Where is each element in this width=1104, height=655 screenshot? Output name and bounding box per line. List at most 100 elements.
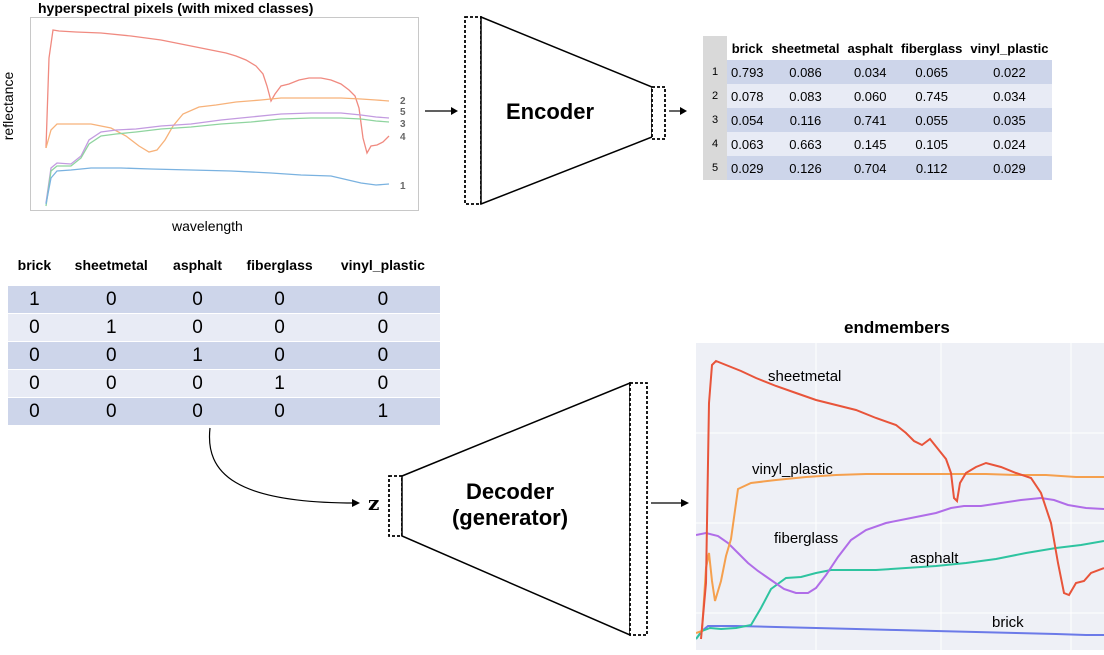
onehot-col-asphalt: asphalt [161,245,234,286]
onehot-table: brick sheetmetal asphalt fiberglass viny… [8,245,440,425]
table-cell: 0.126 [767,156,844,180]
table-cell: 0 [161,397,234,425]
enc-col-sheetmetal: sheetmetal [767,36,844,60]
table-cell: 0.060 [843,84,897,108]
table-cell: 0 [233,285,326,314]
arrow-to-encoder-head [451,107,458,115]
table-cell: 0.078 [727,84,768,108]
table-cell: 0 [8,369,61,398]
table-cell: 0.063 [727,132,768,156]
table-cell: 0 [161,369,234,398]
table-row: 5 0.029 0.126 0.704 0.112 0.029 [703,156,1053,180]
table-row: 3 0.054 0.116 0.741 0.055 0.035 [703,108,1053,132]
table-cell: 0.029 [966,156,1053,180]
arrow-from-encoder-head [680,107,687,115]
endmember-asphalt-line [695,540,1104,640]
table-cell: 0.745 [896,84,967,108]
table-cell: 0 [8,341,61,370]
encoder-diagram [425,15,687,206]
spectra-plot-title: hyperspectral pixels (with mixed classes… [38,0,314,16]
decoder-diagram [208,381,689,637]
endmember-label-asphalt: asphalt [910,550,959,567]
series-label-3: 3 [400,119,406,130]
decoder-input-layer [388,475,403,537]
arrow-to-decoder-head [352,499,360,507]
table-cell: 0 [8,397,61,425]
table-row: 1 0.793 0.086 0.034 0.065 0.022 [703,60,1053,84]
table-cell: 1 [60,313,162,342]
spectra-series-green [45,117,390,207]
decoder-label-line1: Decoder [465,479,555,504]
table-row: 0 0 1 0 0 [8,341,440,370]
enc-col-brick: brick [727,36,768,60]
table-row: 0 0 0 1 0 [8,369,440,398]
table-row: 0 0 0 0 1 [8,397,440,425]
endmember-brick-line [695,625,1104,640]
table-cell: 0 [325,369,440,398]
table-cell: 0.024 [966,132,1053,156]
table-cell: 0 [233,341,326,370]
table-cell: 0 [325,341,440,370]
endmember-label-brick: brick [992,614,1024,631]
encoder-input-layer [464,16,482,205]
endmember-fiberglass-line [695,496,1104,594]
enc-col-asphalt: asphalt [843,36,897,60]
table-cell: 0 [60,341,162,370]
table-cell: 0.741 [843,108,897,132]
table-cell: 0 [161,285,234,314]
table-cell: 0.034 [843,60,897,84]
table-cell: 0 [60,369,162,398]
table-cell: 0.704 [843,156,897,180]
spectra-ylabel: reflectance [0,71,17,141]
spectra-plot-frame: 2 5 3 4 1 [30,17,419,211]
table-cell: 0.663 [767,132,844,156]
spectra-plot-svg: 2 5 3 4 1 [45,29,406,207]
series-label-1: 1 [400,181,406,192]
table-row: 4 0.063 0.663 0.145 0.105 0.024 [703,132,1053,156]
row-index: 4 [703,132,727,156]
spectra-series-blue [45,167,390,205]
table-cell: 0.086 [767,60,844,84]
decoder-label-line2: (generator) [451,505,569,530]
onehot-col-sheetmetal: sheetmetal [60,245,162,286]
series-label-4: 4 [400,132,406,143]
series-label-5: 5 [400,107,406,118]
arrow-from-decoder-head [681,499,689,507]
endmembers-grid [696,343,1104,650]
table-cell: 0.054 [727,108,768,132]
table-cell: 1 [161,341,234,370]
table-cell: 0.065 [896,60,967,84]
endmember-sheetmetal-line [700,359,1104,640]
table-corner [703,36,727,60]
arrow-to-decoder [208,427,356,504]
table-cell: 1 [233,369,326,398]
enc-col-vinyl-plastic: vinyl_plastic [966,36,1053,60]
table-cell: 1 [8,285,61,314]
z-label: z [368,491,380,515]
endmember-label-sheetmetal: sheetmetal [768,368,841,385]
onehot-col-brick: brick [8,245,61,286]
table-cell: 0.035 [966,108,1053,132]
encoder-output-layer [651,86,666,140]
table-cell: 0.034 [966,84,1053,108]
table-cell: 0 [60,285,162,314]
table-cell: 0 [161,313,234,342]
table-cell: 0.145 [843,132,897,156]
spectra-series-purple [45,112,390,204]
table-cell: 1 [325,397,440,425]
table-row: 1 0 0 0 0 [8,285,440,314]
spectra-xlabel: wavelength [172,218,243,234]
row-index: 3 [703,108,727,132]
endmember-label-vinyl-plastic: vinyl_plastic [752,461,833,478]
encoder-output-table: brick sheetmetal asphalt fiberglass viny… [703,36,1053,180]
series-label-2: 2 [400,96,406,107]
spectra-series-orange [45,97,390,153]
spectra-series-red [45,29,390,155]
table-cell: 0.793 [727,60,768,84]
table-cell: 0.105 [896,132,967,156]
table-cell: 0 [8,313,61,342]
table-cell: 0.083 [767,84,844,108]
table-cell: 0.116 [767,108,844,132]
endmember-label-fiberglass: fiberglass [774,530,838,547]
table-cell: 0 [233,397,326,425]
